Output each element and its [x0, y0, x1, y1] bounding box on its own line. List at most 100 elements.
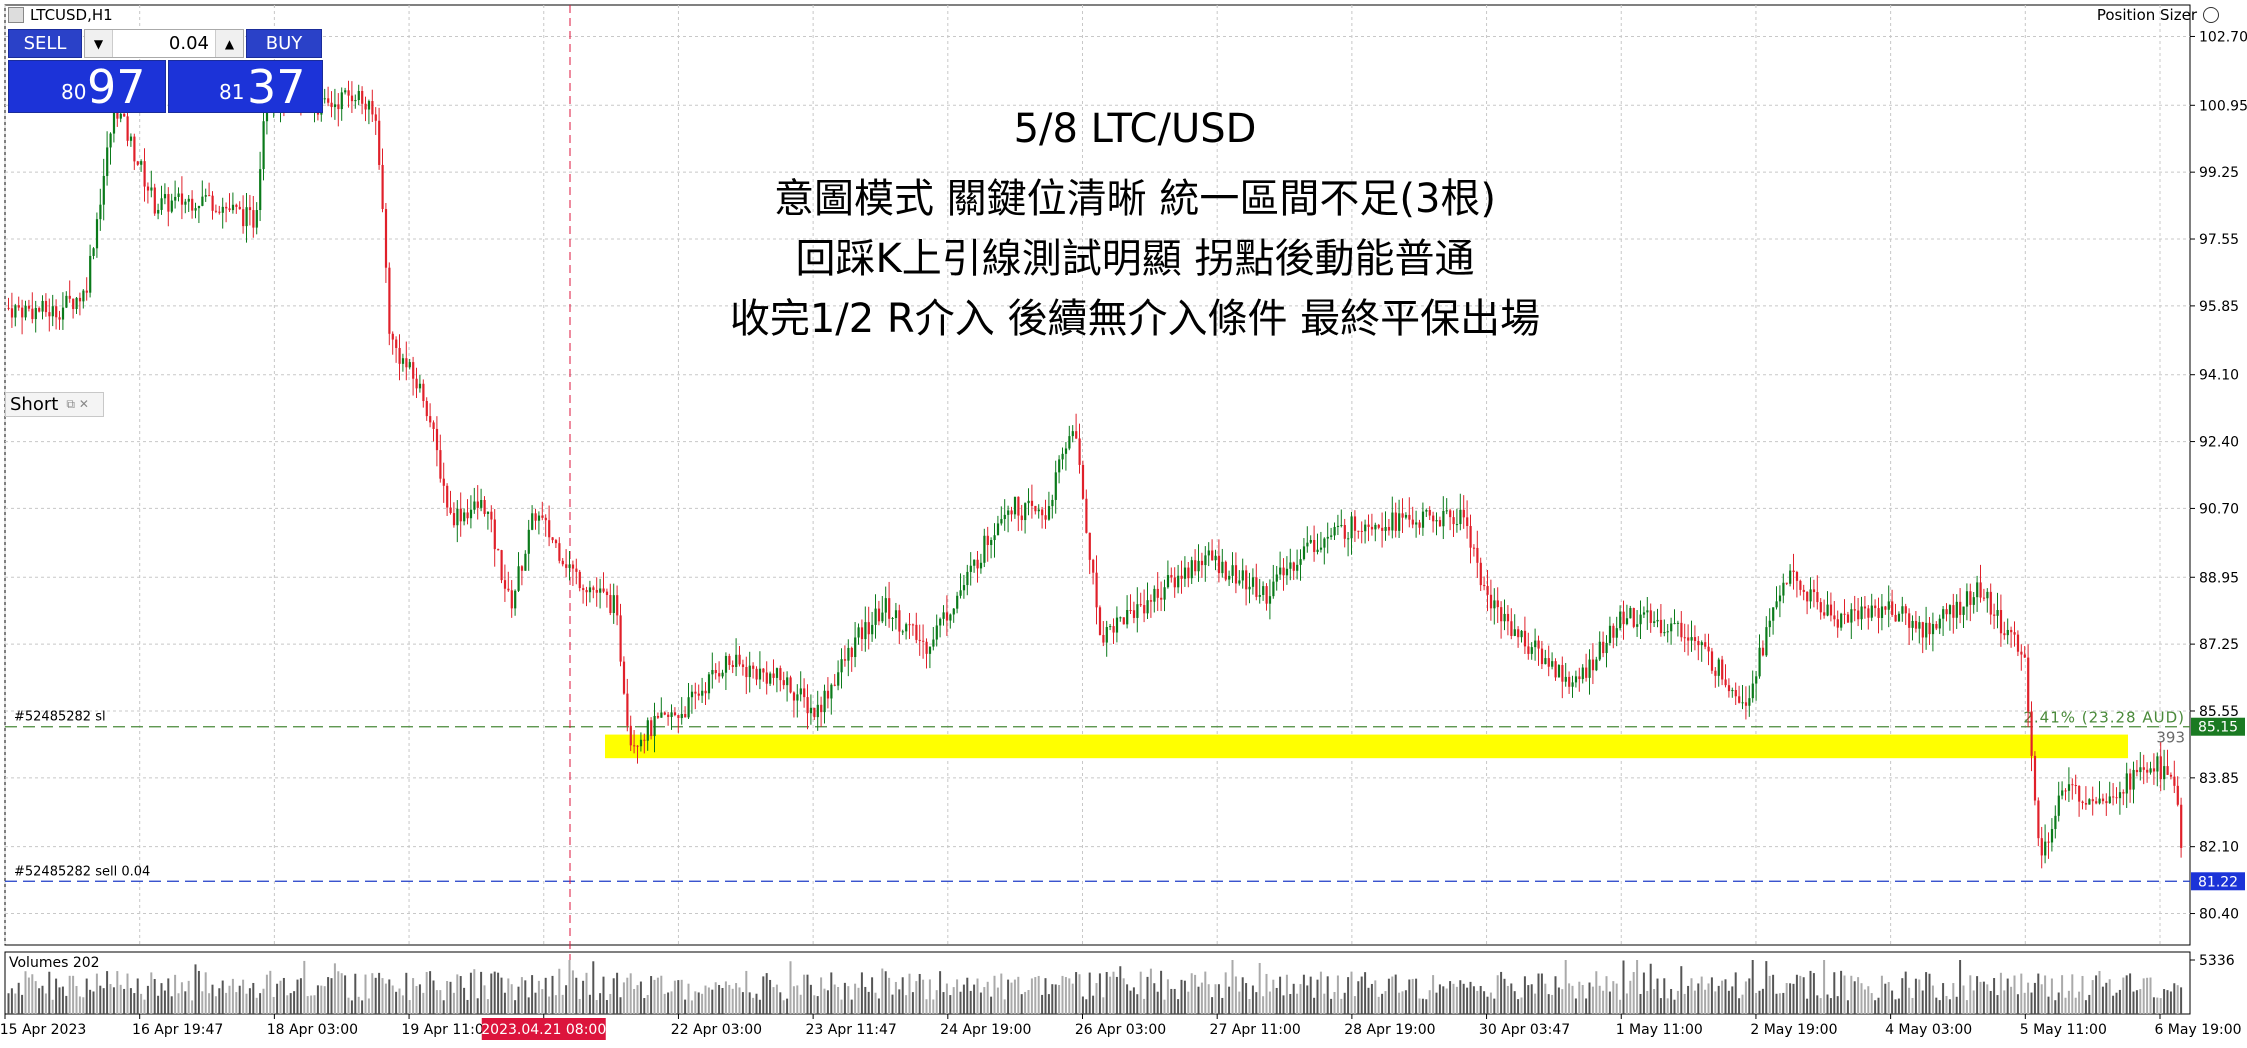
volume-bar [585, 972, 588, 1014]
candle-body [1965, 591, 1969, 607]
stop-loss-info: 2.41% (23.28 AUD) [2023, 709, 2185, 727]
candle-body [1299, 559, 1302, 565]
volume-bar [622, 982, 625, 1014]
candle-body [398, 347, 401, 364]
volume-bar [1190, 973, 1193, 1014]
candle-body [633, 745, 636, 747]
candle-body [1588, 659, 1591, 678]
candle-body [1908, 613, 1911, 628]
entry-price-tag: 81.22 [2198, 874, 2238, 890]
sell-button[interactable]: SELL [8, 29, 82, 58]
volume-bar [2061, 975, 2064, 1014]
candle-body [1234, 565, 1238, 584]
candle-body [867, 622, 870, 635]
volume-bar [17, 982, 20, 1014]
volume-bar [177, 993, 180, 1014]
candle-body [969, 565, 972, 572]
volume-bar [2030, 992, 2033, 1014]
volume-bar [1360, 976, 1363, 1014]
entry-price-tag-bg [2191, 872, 2245, 891]
volume-bar [259, 993, 262, 1014]
candle-body [881, 612, 884, 622]
volume-bar [551, 975, 554, 1014]
candle-body [248, 207, 252, 211]
candle-body [1367, 524, 1370, 527]
candle-body [1999, 610, 2003, 634]
volume-bar [1234, 976, 1237, 1014]
candle-body [2016, 634, 2020, 652]
volume-bar [1156, 991, 1159, 1014]
candle-body [1962, 606, 1965, 615]
candle-body [344, 90, 347, 93]
lot-increase-icon[interactable]: ▲ [215, 30, 243, 57]
candle-body [541, 515, 544, 518]
bid-price-button[interactable]: 80 97 [8, 60, 166, 113]
short-position-label[interactable]: Short ⧉✕ [5, 392, 104, 417]
volume-bar [1802, 977, 1805, 1014]
candle-body [1384, 526, 1387, 531]
buy-button[interactable]: BUY [246, 29, 322, 58]
volume-bar [1551, 994, 1554, 1014]
volume-bar [820, 977, 823, 1014]
candle-body [857, 627, 860, 638]
volume-bar [1809, 970, 1812, 1014]
volume-bar [1605, 976, 1608, 1014]
volume-bar [1180, 979, 1183, 1014]
volume-bar [1731, 986, 1734, 1014]
short-label-controls-icon[interactable]: ⧉✕ [66, 397, 93, 411]
candle-body [1976, 582, 1979, 598]
candle-body [1163, 587, 1166, 600]
volume-bar [466, 999, 469, 1014]
candle-body [1775, 601, 1778, 608]
candle-body [95, 219, 99, 249]
candle-body [1595, 659, 1598, 671]
candle-body [231, 204, 235, 211]
volume-bar [1115, 976, 1118, 1014]
volume-bar [1313, 997, 1316, 1014]
volume-bar [129, 988, 132, 1014]
position-sizer-icon[interactable] [2203, 7, 2219, 23]
lot-size-field[interactable]: ▼ 0.04 ▲ [84, 29, 244, 58]
candle-body [1914, 620, 1918, 629]
candle-body [174, 196, 177, 201]
candle-body [1010, 510, 1013, 515]
volume-bar [1347, 977, 1350, 1014]
candle-body [44, 300, 48, 313]
candle-body [1768, 620, 1771, 628]
candle-body [816, 704, 819, 718]
candle-body [1374, 524, 1377, 530]
volume-bar [157, 995, 160, 1014]
position-sizer[interactable]: Position Sizer [2097, 6, 2219, 24]
volume-bar [541, 989, 544, 1014]
volume-bar [884, 971, 887, 1014]
candle-body [1408, 514, 1411, 520]
volume-bar [1445, 988, 1448, 1014]
volume-bar [514, 1000, 517, 1014]
volume-bar [1462, 983, 1465, 1014]
volume-bar [694, 991, 697, 1014]
volume-bar [816, 996, 819, 1014]
ask-price-button[interactable]: 81 37 [168, 60, 323, 113]
lot-size-value[interactable]: 0.04 [168, 33, 209, 54]
candle-body [194, 208, 197, 211]
volume-bar [1000, 973, 1003, 1014]
candle-body [2135, 769, 2139, 773]
volume-bar [1659, 998, 1662, 1014]
candle-body [242, 209, 245, 227]
volume-bar [140, 993, 143, 1014]
candle-body [520, 566, 524, 571]
volume-bar [792, 986, 795, 1014]
candle-body [2003, 633, 2006, 636]
candle-body [463, 512, 466, 522]
candle-body [2173, 776, 2176, 786]
volume-bar [197, 970, 200, 1014]
volume-bar [1996, 995, 1999, 1014]
volume-bar [1544, 983, 1547, 1014]
volume-bar [548, 996, 551, 1014]
lot-decrease-icon[interactable]: ▼ [85, 30, 113, 57]
volume-bar [1982, 981, 1985, 1014]
candle-body [1833, 615, 1836, 620]
y-tick-label: 100.95 [2199, 98, 2247, 114]
candle-body [609, 595, 612, 614]
